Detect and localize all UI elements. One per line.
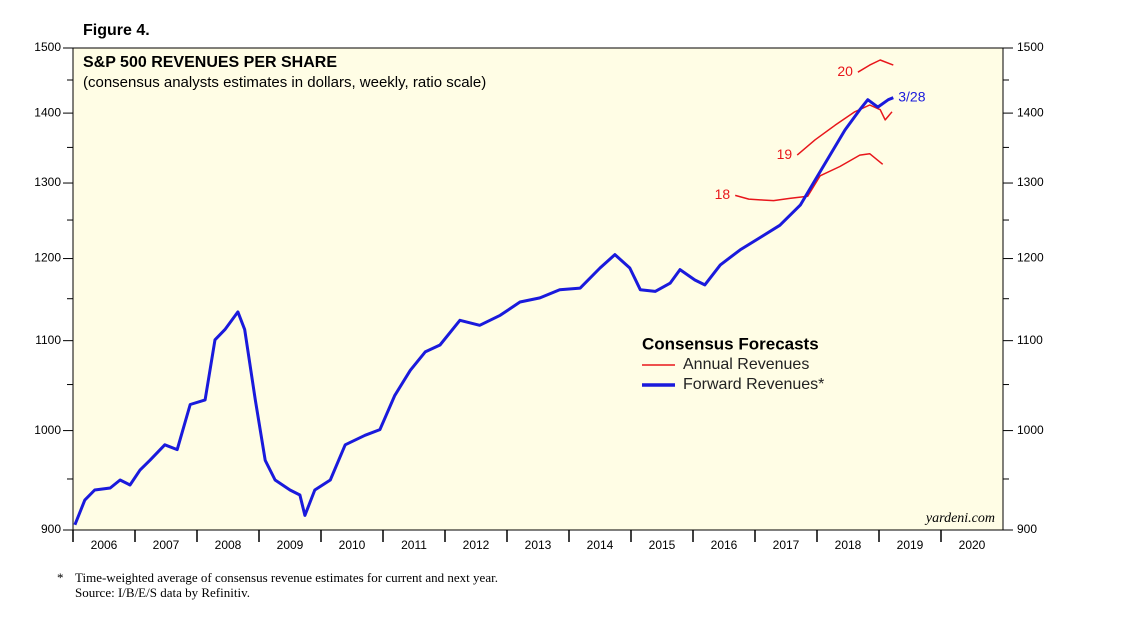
segment-label: 18 bbox=[715, 186, 731, 202]
y2-tick-label: 900 bbox=[1017, 522, 1037, 536]
y2-tick-label: 1400 bbox=[1017, 105, 1044, 119]
x-tick-label: 2019 bbox=[897, 538, 924, 552]
x-tick-label: 2014 bbox=[587, 538, 614, 552]
y-tick-label: 1000 bbox=[34, 423, 61, 437]
x-tick-label: 2012 bbox=[463, 538, 490, 552]
x-tick-label: 2007 bbox=[153, 538, 180, 552]
footnote: Time-weighted average of consensus reven… bbox=[75, 570, 498, 585]
x-tick-label: 2006 bbox=[91, 538, 118, 552]
line bbox=[73, 96, 894, 526]
x-tick-label: 2009 bbox=[277, 538, 304, 552]
x-tick-label: 2013 bbox=[525, 538, 552, 552]
figure-label: Figure 4. bbox=[83, 22, 150, 39]
end-label: 3/28 bbox=[898, 88, 925, 104]
x-tick-label: 2011 bbox=[401, 538, 427, 552]
x-tick-label: 2018 bbox=[835, 538, 862, 552]
y2-tick-label: 1200 bbox=[1017, 251, 1044, 265]
x-tick-label: 2016 bbox=[711, 538, 738, 552]
y-tick-label: 900 bbox=[41, 522, 61, 536]
footnote-mark: * bbox=[57, 570, 64, 585]
plot-area bbox=[72, 47, 1004, 531]
legend-label: Annual Revenues bbox=[683, 356, 809, 373]
footnote: Source: I/B/E/S data by Refinitiv. bbox=[75, 585, 250, 600]
y2-tick-label: 1100 bbox=[1017, 333, 1043, 347]
y2-tick-label: 1300 bbox=[1017, 175, 1044, 189]
y-tick-label: 1400 bbox=[34, 105, 61, 119]
y-tick-label: 1100 bbox=[35, 333, 61, 347]
x-tick-label: 2010 bbox=[339, 538, 366, 552]
line bbox=[735, 152, 884, 202]
legend-label: Forward Revenues* bbox=[683, 376, 824, 393]
chart-title: S&P 500 REVENUES PER SHARE bbox=[83, 54, 337, 71]
x-tick-label: 2017 bbox=[773, 538, 800, 552]
legend-title: Consensus Forecasts bbox=[642, 334, 819, 353]
y-tick-label: 1300 bbox=[34, 175, 61, 189]
x-tick-label: 2020 bbox=[959, 538, 986, 552]
y-tick-label: 1200 bbox=[34, 251, 61, 265]
line bbox=[857, 59, 894, 73]
x-tick-label: 2008 bbox=[215, 538, 242, 552]
chart-subtitle: (consensus analysts estimates in dollars… bbox=[83, 74, 486, 91]
y2-tick-label: 1500 bbox=[1017, 40, 1044, 54]
segment-label: 19 bbox=[777, 146, 793, 162]
source-mark: yardeni.com bbox=[924, 511, 995, 526]
segment-label: 20 bbox=[837, 63, 853, 79]
y-tick-label: 1500 bbox=[34, 40, 61, 54]
y2-tick-label: 1000 bbox=[1017, 423, 1044, 437]
x-tick-label: 2015 bbox=[649, 538, 676, 552]
